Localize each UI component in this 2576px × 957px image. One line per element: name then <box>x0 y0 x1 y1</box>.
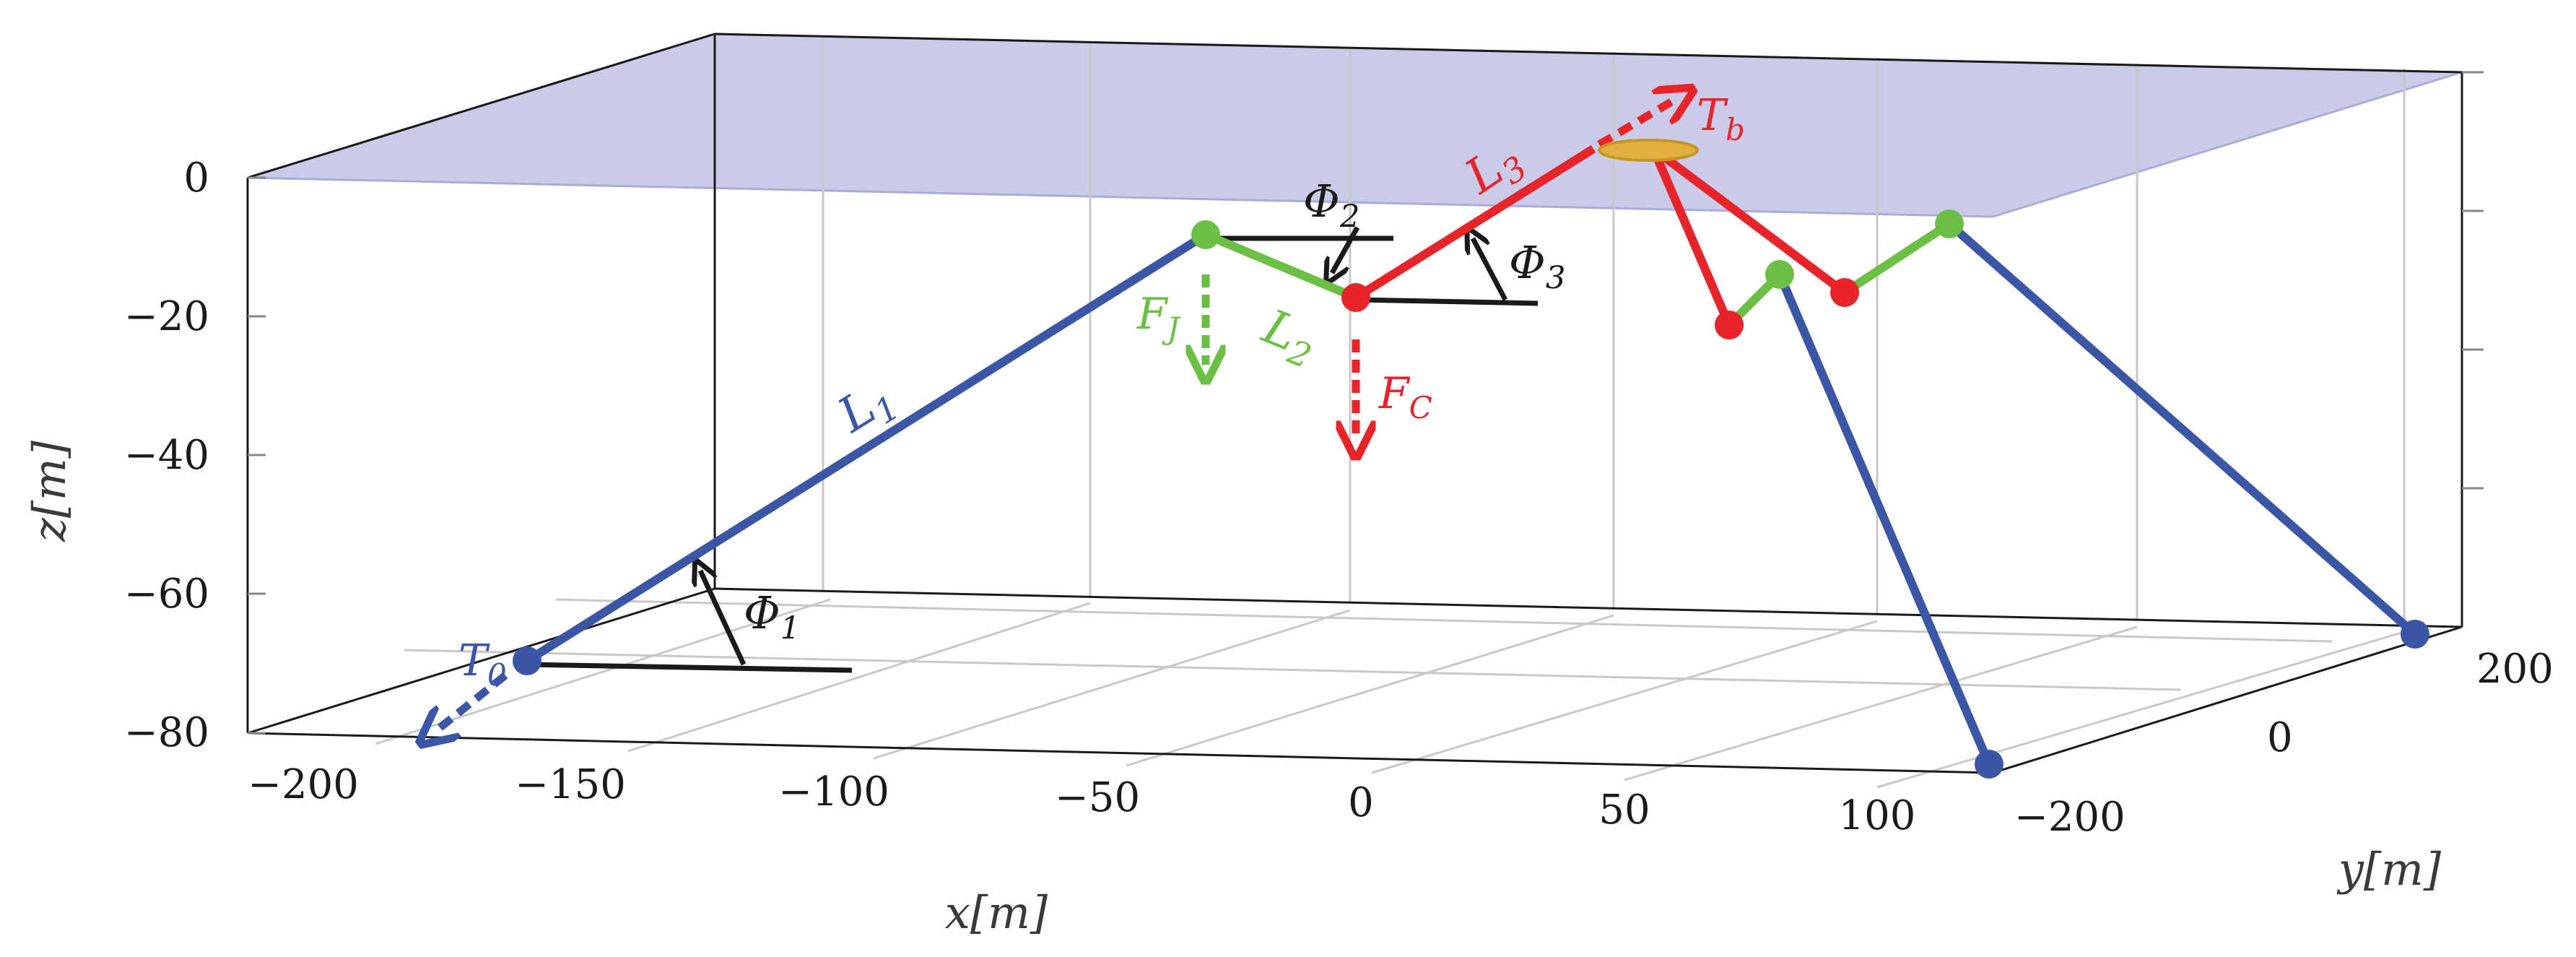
z-tick-2: −40 <box>124 432 209 479</box>
label-phi1: Φ1 <box>744 586 800 646</box>
x-tick-5: 50 <box>1598 787 1650 833</box>
angle-references <box>526 235 1539 673</box>
red-node-2 <box>1715 311 1744 339</box>
tick-marks <box>248 71 2484 735</box>
label-fc: FC <box>1378 368 1432 425</box>
x-tick-2: −100 <box>778 768 889 815</box>
label-l2: L2 <box>1253 298 1326 376</box>
z-tick-0: 0 <box>183 155 209 202</box>
x-axis-label: x[m] <box>945 886 1048 939</box>
green-node-2 <box>1765 260 1794 289</box>
y-tick-0: 200 <box>2476 646 2554 693</box>
x-tick-1: −150 <box>515 761 626 808</box>
red-segments <box>1353 144 1848 327</box>
z-tick-3: −60 <box>124 571 209 618</box>
anchor-node-front <box>1975 750 2003 779</box>
blue-segments <box>524 220 2418 766</box>
t0-arrow <box>433 672 508 733</box>
label-t0: T0 <box>458 636 507 693</box>
x-tick-0: −200 <box>248 761 359 808</box>
label-phi2: Φ2 <box>1303 175 1359 235</box>
y-tick-1: 0 <box>2267 714 2293 761</box>
label-fj: FJ <box>1136 289 1181 346</box>
anchor-node-left <box>513 646 541 675</box>
green-node-1 <box>1191 220 1220 249</box>
y-tick-2: −200 <box>2014 794 2125 841</box>
z-tick-1: −20 <box>124 293 209 340</box>
buoy <box>1598 139 1699 162</box>
anchor-node-right <box>2401 620 2429 649</box>
z-axis-label: z[m] <box>23 440 76 542</box>
sea-surface-plane <box>247 33 2463 218</box>
tb-arrow <box>1597 98 1679 148</box>
y-axis-label: y[m] <box>2336 843 2442 896</box>
green-node-3 <box>1935 209 1964 238</box>
x-tick-6: 100 <box>1839 792 1916 839</box>
red-node-3 <box>1830 278 1859 307</box>
grid-lines <box>375 34 2406 789</box>
x-tick-3: −50 <box>1055 774 1140 821</box>
x-tick-4: 0 <box>1348 779 1374 826</box>
label-phi3: Φ3 <box>1509 236 1565 296</box>
red-node-1 <box>1341 283 1370 312</box>
label-l1: L1 <box>828 368 907 449</box>
label-tb: Tb <box>1697 90 1745 147</box>
angle-arrows <box>700 228 1508 666</box>
z-tick-4: −80 <box>124 709 209 756</box>
